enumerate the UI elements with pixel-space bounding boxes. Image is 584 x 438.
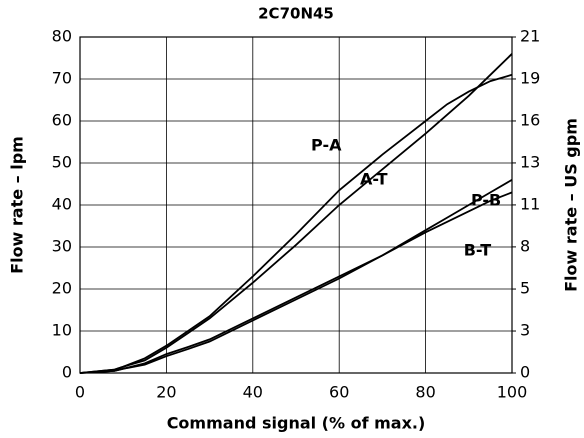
y-tick-label: 40	[52, 195, 72, 214]
x-tick-label: 100	[497, 383, 528, 402]
series-line	[79, 179, 513, 374]
y-tick-label: 60	[52, 111, 72, 130]
y-tick-label: 50	[52, 153, 72, 172]
series-line	[79, 53, 513, 374]
chart-title: 2C70N45	[258, 5, 334, 23]
y2-tick-label: 16	[520, 110, 540, 129]
y2-axis-label: Flow rate – US gpm	[562, 118, 581, 292]
series-line	[79, 73, 513, 374]
y-tick-label: 30	[52, 237, 72, 256]
y2-tick-label: 3	[520, 321, 530, 340]
x-tick-label: 60	[329, 383, 349, 402]
y2-tick-label: 8	[520, 236, 530, 255]
y2-tick-label: 13	[520, 152, 540, 171]
series-label: B-T	[464, 241, 491, 260]
series-label: P-A	[311, 136, 342, 155]
series-label: P-B	[471, 190, 501, 209]
y-tick-label: 10	[52, 321, 72, 340]
y-tick-label: 80	[52, 27, 72, 46]
y2-tick-label: 5	[520, 279, 530, 298]
x-tick-label: 40	[243, 383, 263, 402]
y2-tick-label: 21	[520, 27, 540, 46]
x-axis-label: Command signal (% of max.)	[167, 414, 426, 433]
y-tick-label: 70	[52, 69, 72, 88]
x-tick-label: 80	[415, 383, 435, 402]
y2-tick-label: 19	[520, 68, 540, 87]
y2-tick-label: 0	[520, 363, 530, 382]
y-axis-label: Flow rate – lpm	[8, 136, 27, 274]
x-tick-label: 20	[156, 383, 176, 402]
y-tick-label: 0	[62, 363, 72, 382]
x-tick-label: 0	[75, 383, 85, 402]
y2-tick-label: 11	[520, 194, 540, 213]
series-label: A-T	[360, 169, 388, 188]
y-tick-label: 20	[52, 279, 72, 298]
series-line	[79, 191, 513, 374]
plot-frame	[79, 36, 513, 374]
